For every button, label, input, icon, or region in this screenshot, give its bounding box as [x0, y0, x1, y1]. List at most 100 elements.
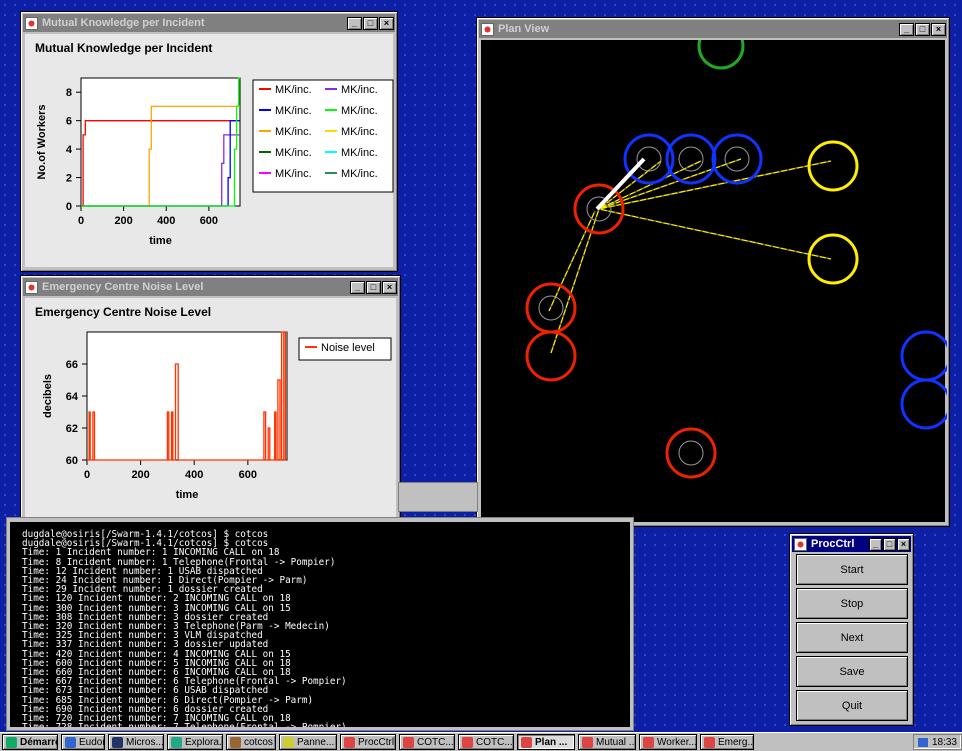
speaker-icon[interactable] [917, 737, 928, 747]
taskbar-item-label: Micros... [126, 736, 164, 748]
link-line [598, 208, 832, 260]
maximize-button[interactable]: □ [883, 537, 896, 551]
mutual-knowledge-window: Mutual Knowledge per Incident _ □ × Mutu… [20, 11, 398, 272]
procctrl-window: ProcCtrl _ □ × Start Stop Next Save Quit [789, 533, 914, 726]
terminal-output[interactable]: dugdale@osiris[/Swarm-1.4.1/cotcos] $ co… [10, 522, 630, 727]
agent-inner-circle [678, 440, 704, 466]
taskbar-item[interactable]: Worker... [639, 734, 697, 750]
start-menu-button[interactable]: Démarrer [2, 734, 58, 750]
minimize-button[interactable]: _ [350, 280, 365, 294]
plan-view-window: Plan View _ □ × [476, 17, 952, 527]
clock[interactable]: 18:33 [931, 736, 957, 748]
link-line [598, 160, 832, 210]
plan-view-map [525, 22, 952, 479]
terminal-log-line: Time: 600 Incident number: 5 INCOMING CA… [22, 657, 291, 669]
swarm-app-icon [25, 280, 38, 294]
taskbar-item-label: Worker... [657, 736, 697, 748]
taskbar-item[interactable]: ProcCtrl [340, 734, 396, 750]
taskbar-item[interactable]: COTC... [399, 734, 455, 750]
y-tick-label: 62 [66, 423, 78, 435]
y-tick-label: 60 [66, 455, 78, 467]
terminal-prompt-line: dugdale@osiris[/Swarm-1.4.1/cotcos] $ co… [22, 529, 269, 540]
swarm-app-icon [481, 22, 494, 36]
agent-circle [525, 330, 577, 382]
minimize-button[interactable]: _ [899, 22, 914, 36]
taskbar-item[interactable]: Emerg... [700, 734, 754, 750]
agent-inner-circle [724, 146, 750, 172]
plan-view-canvas[interactable] [481, 22, 952, 522]
terminal-log-line: Time: 685 Incident number: 6 Direct(Pomp… [22, 694, 314, 706]
agent-inner-circle [538, 295, 564, 321]
eudora-icon [65, 736, 76, 748]
y-tick-label: 66 [66, 359, 78, 371]
save-button[interactable]: Save [796, 656, 908, 687]
window-title: Mutual Knowledge per Incident [42, 17, 205, 29]
y-tick-label: 2 [66, 173, 72, 185]
noise-graph-area: Emergency Centre Noise Level 60 62 64 66 0 200… [25, 298, 396, 517]
swarm-icon [521, 736, 532, 748]
taskbar-item[interactable]: Explora... [167, 734, 223, 750]
chart-title: Emergency Centre Noise Level [35, 305, 211, 319]
legend-box [298, 337, 392, 361]
terminal-log-line: Time: 308 Incident number: 3 dossier cre… [22, 611, 269, 623]
taskbar-item[interactable]: Eudora... [61, 734, 105, 750]
y-tick-label: 6 [66, 116, 72, 128]
close-button[interactable]: × [897, 537, 910, 551]
legend-entry: MK/inc. [341, 126, 378, 138]
x-axis-label: time [176, 489, 199, 501]
stop-button[interactable]: Stop [796, 588, 908, 619]
quit-button[interactable]: Quit [796, 690, 908, 721]
legend-entry: MK/inc. [341, 147, 378, 159]
close-button[interactable]: × [379, 16, 394, 30]
legend-entry: MK/inc. [275, 147, 312, 159]
noise-level-titlebar[interactable]: Emergency Centre Noise Level _ □ × [23, 278, 398, 296]
taskbar-item-label: cotcos [244, 736, 273, 748]
background-window-edge [398, 482, 478, 512]
taskbar: Démarrer Eudora... Micros... Explora... cotc… [0, 732, 962, 751]
plan-view-titlebar[interactable]: Plan View _ □ × [479, 20, 947, 38]
terminal-log-line: Time: 320 Incident number: 3 Telephone(P… [22, 621, 330, 633]
close-button[interactable]: × [382, 280, 397, 294]
agent-circle [807, 140, 859, 192]
taskbar-item[interactable]: Micros... [108, 734, 164, 750]
x-tick-label: 600 [200, 215, 218, 227]
terminal-log-line: Time: 1 Incident number: 1 INCOMING CALL… [22, 547, 280, 559]
start-button[interactable]: Start [796, 554, 908, 585]
taskbar-item-label: Démarrer [20, 736, 57, 748]
taskbar-item[interactable]: COTC... [458, 734, 514, 750]
taskbar-item-label: Plan ... [535, 736, 568, 748]
next-button[interactable]: Next [796, 622, 908, 653]
taskbar-item[interactable]: Mutual ... [578, 734, 636, 750]
terminal-log-line: Time: 300 Incident number: 3 INCOMING CA… [22, 602, 291, 614]
legend-entry: MK/inc. [275, 105, 312, 117]
taskbar-item[interactable]: Panne... [279, 734, 337, 750]
x-tick-label: 400 [157, 215, 175, 227]
swarm-app-icon [25, 16, 38, 30]
mk-chart: Mutual Knowledge per Incident 0 2 4 6 8 0 200 40… [35, 41, 394, 247]
taskbar-item[interactable]: Plan ... [517, 734, 575, 750]
window-title: ProcCtrl [811, 538, 855, 550]
terminal-log-line: Time: 12 Incident number: 1 USAB dispatc… [22, 565, 263, 577]
taskbar-item[interactable]: cotcos [226, 734, 276, 750]
terminal-log-line: Time: 420 Incident number: 4 INCOMING CA… [22, 648, 291, 660]
series-line [81, 77, 240, 207]
link-dash [598, 160, 702, 210]
maximize-button[interactable]: □ [915, 22, 930, 36]
procctrl-titlebar[interactable]: ProcCtrl _ □ × [792, 536, 911, 552]
agent-inner-circle [678, 146, 704, 172]
agent-circle [697, 22, 745, 70]
mutual-knowledge-titlebar[interactable]: Mutual Knowledge per Incident _ □ × [23, 14, 395, 32]
legend-entry: Noise level [321, 342, 375, 354]
minimize-button[interactable]: _ [869, 537, 882, 551]
agent-circle [665, 427, 717, 479]
minimize-button[interactable]: _ [347, 16, 362, 30]
close-button[interactable]: × [931, 22, 946, 36]
maximize-button[interactable]: □ [366, 280, 381, 294]
taskbar-item-label: Emerg... [718, 736, 754, 748]
x-axis-label: time [149, 235, 172, 247]
maximize-button[interactable]: □ [363, 16, 378, 30]
pointer-line [595, 157, 646, 211]
swarm-icon [582, 736, 593, 748]
swarm-icon [462, 736, 473, 748]
terminal-icon [230, 736, 241, 748]
